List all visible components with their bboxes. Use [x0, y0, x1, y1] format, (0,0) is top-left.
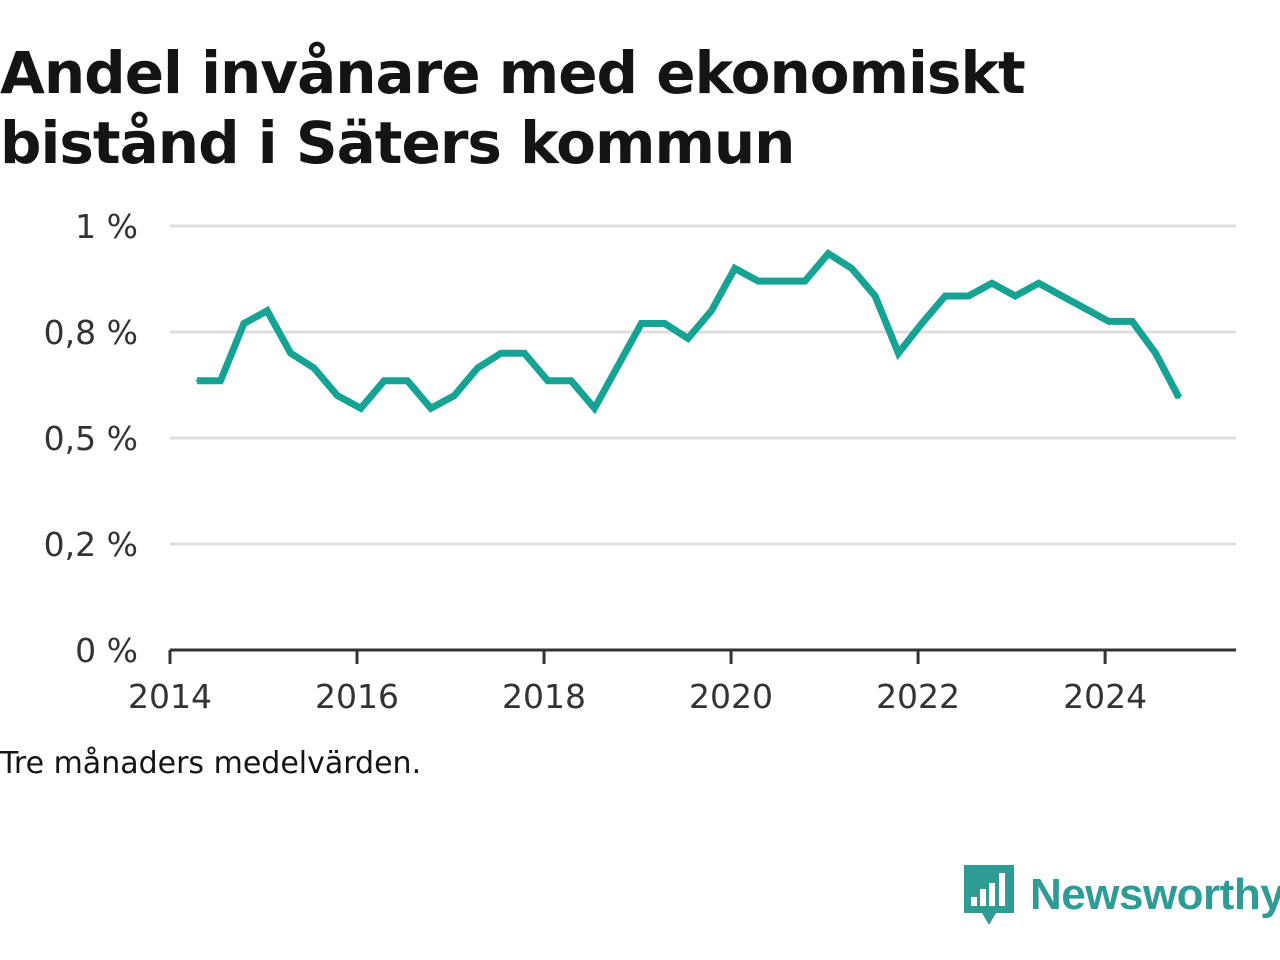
data-point — [990, 282, 994, 285]
y-tick-label: 1 % — [75, 207, 138, 246]
y-tick-label: 0,2 % — [44, 525, 138, 564]
data-point — [289, 352, 292, 355]
x-tick-label: 2018 — [502, 677, 586, 716]
data-point — [382, 379, 386, 382]
bar-chart-speech-bubble-icon — [964, 865, 1014, 925]
data-point — [476, 366, 479, 370]
x-tick-label: 2020 — [689, 677, 773, 716]
data-point — [640, 322, 643, 325]
data-point — [406, 379, 409, 382]
data-point — [359, 407, 362, 410]
data-point — [897, 352, 900, 355]
chart-title: Andel invånare med ekonomiskt bistånd i … — [0, 38, 1270, 178]
data-point — [593, 407, 596, 410]
chart-title-line-2: bistånd i Säters kommun — [0, 109, 795, 177]
data-point — [733, 267, 736, 270]
data-point — [1060, 294, 1064, 298]
data-point — [967, 294, 970, 298]
y-tick-label: 0,8 % — [44, 313, 138, 352]
data-point — [1154, 352, 1157, 355]
data-point — [312, 366, 316, 370]
data-point — [1014, 294, 1017, 298]
data-point — [803, 279, 807, 283]
series-layer — [195, 249, 1183, 415]
data-point — [920, 322, 924, 325]
brand-logo: Newsworthy — [962, 862, 1280, 928]
gridlines — [170, 224, 1236, 546]
data-point — [242, 322, 246, 325]
data-point — [523, 352, 526, 355]
data-point — [1131, 320, 1134, 323]
data-point — [780, 279, 783, 283]
data-point — [827, 252, 830, 255]
data-point — [1037, 282, 1040, 285]
y-axis-tick-labels: 0 % 0,2 % 0,5 % 0,8 % 1 % — [44, 207, 138, 670]
y-tick-label: 0,5 % — [44, 419, 138, 458]
data-point — [850, 267, 853, 270]
data-point — [1177, 396, 1181, 399]
x-tick-label: 2024 — [1063, 677, 1147, 716]
x-axis: 2014 2016 2018 2020 2022 2024 — [128, 648, 1236, 716]
data-point — [499, 352, 503, 355]
x-tick-label: 2014 — [128, 677, 212, 716]
data-point — [429, 407, 433, 410]
x-tick-label: 2016 — [315, 677, 399, 716]
chart-title-line-1: Andel invånare med ekonomiskt — [0, 39, 1026, 107]
data-point — [195, 379, 199, 382]
data-point — [943, 294, 947, 298]
data-point — [569, 379, 573, 382]
x-tick-label: 2022 — [876, 677, 960, 716]
data-point — [1084, 307, 1087, 310]
data-point — [873, 294, 877, 298]
chart-note: Tre månaders medelvärden. — [0, 746, 422, 781]
data-point — [453, 394, 456, 397]
data-point — [756, 279, 760, 283]
data-point — [266, 309, 269, 312]
data-point — [336, 394, 339, 397]
data-point — [219, 379, 222, 382]
data-point — [616, 364, 620, 368]
brand-name: Newsworthy — [1030, 870, 1280, 919]
y-tick-label: 0 % — [75, 631, 138, 670]
data-point — [546, 379, 549, 382]
data-point — [1107, 320, 1111, 323]
data-point — [710, 309, 713, 312]
data-point — [686, 337, 690, 340]
data-point — [663, 322, 666, 325]
